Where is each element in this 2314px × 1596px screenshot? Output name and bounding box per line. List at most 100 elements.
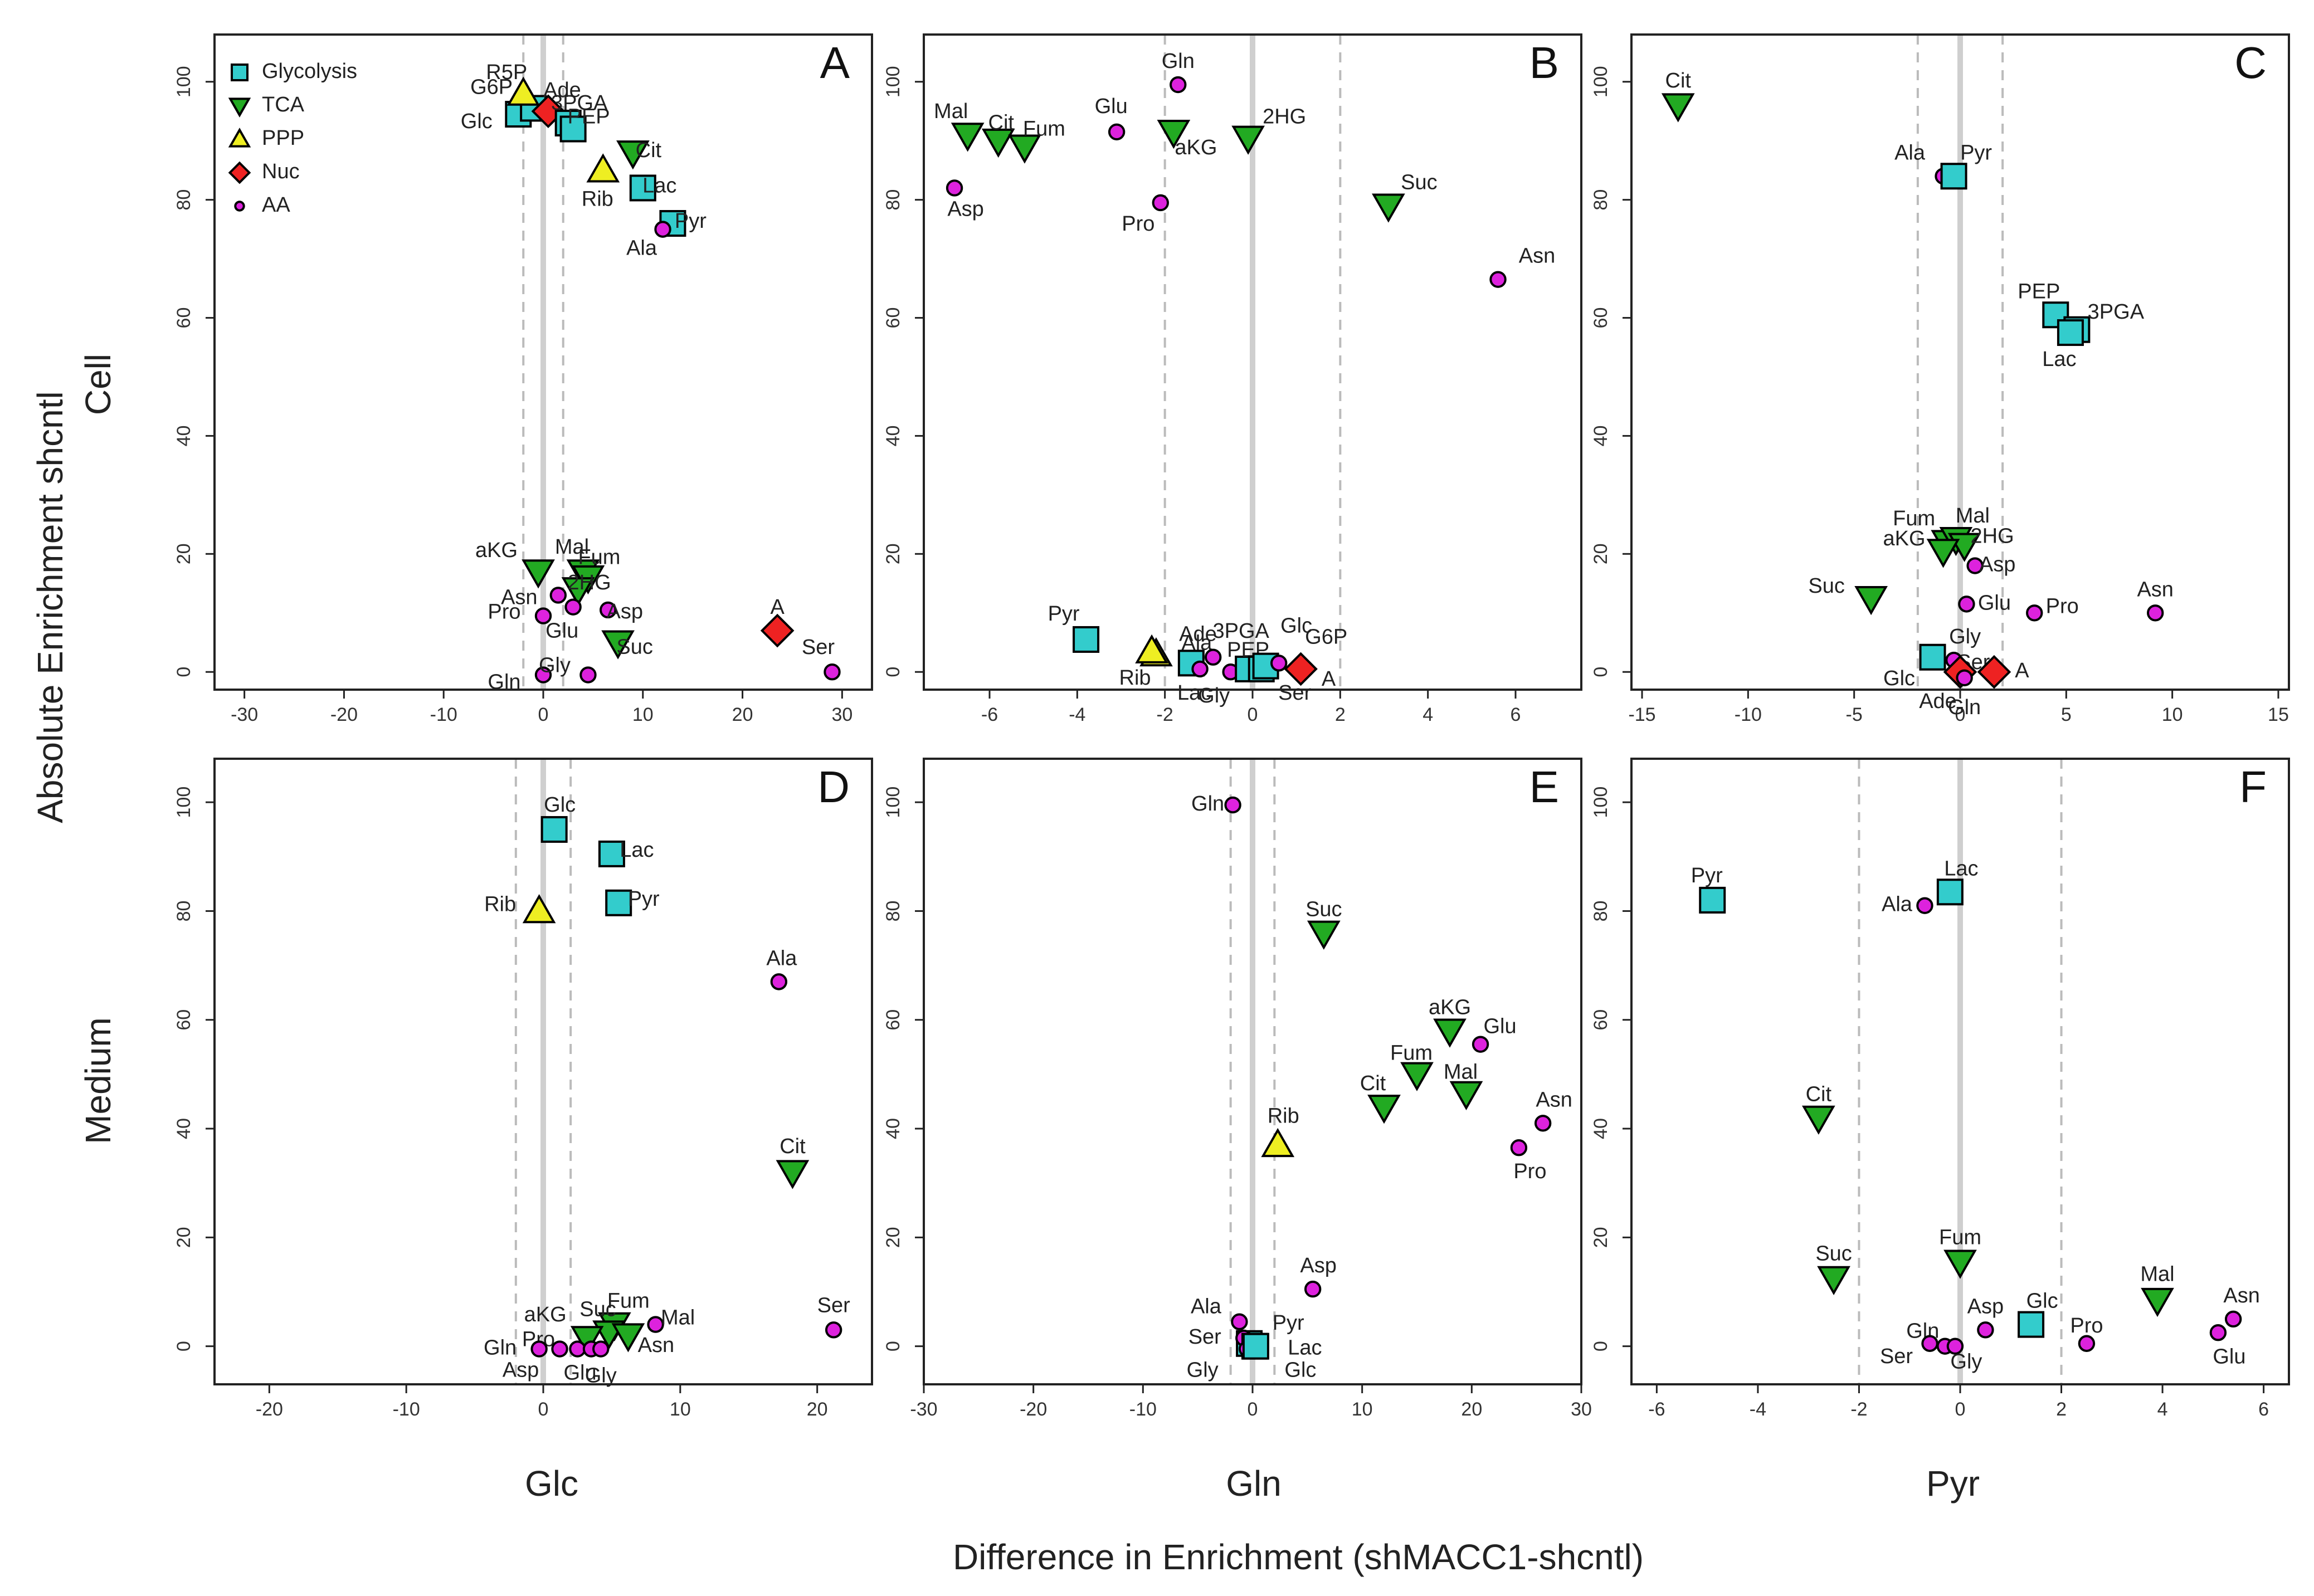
point-lac [2057, 319, 2084, 346]
point-label: R5P [486, 61, 527, 84]
point-gln [1956, 669, 1973, 687]
point-label: Pro [1122, 212, 1154, 236]
point-label: Lac [642, 174, 676, 197]
point-glu [2209, 1324, 2227, 1341]
x-tick-label: -6 [1648, 1399, 1665, 1420]
point-label: aKG [524, 1303, 567, 1326]
point-label: G6P [1305, 625, 1347, 648]
x-tick-label: -5 [1846, 704, 1863, 725]
y-tick-label: 20 [1590, 543, 1611, 564]
point-label: Rib [484, 892, 516, 916]
point-label: Asn [2137, 578, 2173, 601]
y-tick-label: 60 [173, 1009, 194, 1031]
legend-label: Glycolysis [262, 60, 357, 83]
point-label: Ala [1894, 141, 1926, 164]
y-tick-label: 100 [883, 66, 904, 97]
y-tick-label: 80 [883, 901, 904, 922]
point-label: Ala [626, 237, 657, 260]
point-lac [1936, 878, 1964, 906]
point-g6p [1270, 655, 1288, 672]
x-tick-label: -2 [1157, 704, 1173, 725]
point-glu [1472, 1036, 1489, 1053]
point-label: Fum [1893, 507, 1935, 530]
legend-marker-tca [228, 97, 251, 118]
point-label: Fum [1390, 1041, 1433, 1065]
point-label: Pro [488, 601, 520, 624]
legend-label: PPP [262, 126, 304, 150]
x-tick-label: 0 [1248, 1399, 1258, 1420]
point-label: Lac [620, 838, 654, 862]
point-asn [1534, 1115, 1552, 1132]
point-glc [540, 816, 568, 843]
point-glu [564, 598, 582, 616]
point-label: Ala [1181, 631, 1212, 655]
point-label: Cit [1806, 1083, 1832, 1106]
y-tick-label: 0 [883, 1341, 904, 1351]
legend-marker-nuc [228, 161, 251, 184]
point-label: PEP [2018, 280, 2060, 303]
x-tick-label: 0 [538, 1399, 549, 1420]
point-2hg [1231, 125, 1265, 155]
x-tick-label: -6 [981, 704, 998, 725]
y-tick-label: 40 [173, 426, 194, 447]
point-label: PEP [568, 105, 610, 129]
point-ala [770, 973, 788, 990]
point-pep [559, 115, 587, 143]
point-label: Glu [1483, 1015, 1516, 1038]
point-label: Pyr [675, 209, 707, 233]
point-label: Gln [1191, 792, 1224, 816]
point-label: A [770, 596, 785, 619]
point-label: Rib [1268, 1104, 1299, 1128]
row-label-medium: Medium [78, 1017, 118, 1144]
point-label: Gly [539, 654, 571, 677]
x-tick-label: 4 [1422, 704, 1433, 725]
point-rib [1261, 1128, 1295, 1158]
point-pro [1152, 194, 1170, 212]
y-tick-label: 60 [1590, 308, 1611, 329]
point-gln [530, 1340, 548, 1358]
x-tick-label: 0 [538, 704, 549, 725]
point-label: 3PGA [2088, 300, 2145, 324]
point-label: 3PGA [551, 91, 608, 115]
point-label: Pro [2046, 594, 2079, 618]
point-pyr [605, 889, 632, 916]
point-gln [1224, 796, 1241, 814]
point-label: Ser [802, 636, 835, 659]
point-label: Ser [817, 1294, 850, 1317]
point-asn [1489, 271, 1507, 288]
point-label: Gly [585, 1364, 617, 1388]
point-a [1284, 652, 1318, 686]
x-tick-label: 20 [732, 704, 753, 725]
x-tick-label: -10 [430, 704, 457, 725]
point-label: Glu [2213, 1345, 2245, 1368]
point-label: Mal [661, 1306, 695, 1330]
point-label: Cit [988, 111, 1015, 135]
point-label: Ade [1919, 690, 1957, 713]
point-3pga [1205, 648, 1222, 666]
point-ala [654, 221, 671, 238]
point-rib [1135, 634, 1168, 663]
y-tick-label: 0 [173, 667, 194, 677]
x-tick-label: 15 [2268, 704, 2289, 725]
point-label: Cit [1665, 69, 1692, 92]
x-tick-label: 10 [2162, 704, 2183, 725]
point-2hg [561, 577, 595, 607]
point-label: Asp [1967, 1295, 2004, 1318]
legend-label: Nuc [262, 160, 300, 183]
point-label: Pyr [1960, 141, 1992, 164]
point-akg [570, 1326, 604, 1355]
panel-letter: B [1529, 38, 1559, 87]
legend-marker-aa [234, 201, 245, 212]
y-tick-label: 20 [1590, 1227, 1611, 1248]
point-mal [647, 1316, 664, 1333]
point-glc [2018, 1311, 2045, 1338]
x-tick-label: 0 [1248, 704, 1258, 725]
point-asp [1966, 557, 1984, 574]
point-gln [1170, 76, 1187, 94]
point-suc [1854, 585, 1888, 616]
point-glc [1242, 1333, 1269, 1360]
point-asn [2146, 604, 2164, 622]
point-label: Glc [461, 110, 493, 133]
y-tick-label: 100 [1590, 66, 1611, 97]
point-fum [1008, 134, 1041, 164]
